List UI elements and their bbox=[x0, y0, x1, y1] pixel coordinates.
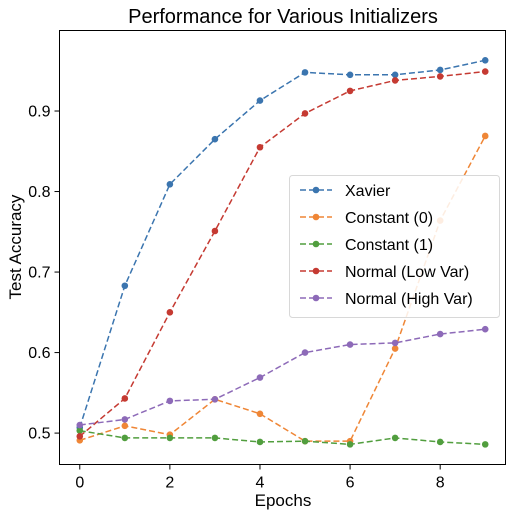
data-point bbox=[301, 437, 309, 445]
legend-box bbox=[289, 175, 500, 318]
legend-label: Normal (High Var) bbox=[345, 291, 473, 308]
legend-marker bbox=[312, 186, 320, 194]
data-point bbox=[256, 410, 264, 418]
data-point bbox=[121, 416, 129, 423]
data-point bbox=[346, 441, 354, 448]
legend-item-normal-low-var: Normal (Low Var) bbox=[300, 264, 469, 281]
series-normal-high-var bbox=[76, 325, 489, 429]
x-axis-label: Epochs bbox=[255, 491, 312, 510]
data-point bbox=[481, 325, 489, 333]
series-layer bbox=[76, 56, 489, 448]
y-tick-label: 0.7 bbox=[28, 265, 50, 282]
data-point bbox=[121, 422, 129, 430]
data-point bbox=[481, 132, 489, 140]
data-point bbox=[346, 341, 354, 348]
data-point bbox=[391, 77, 399, 84]
data-point bbox=[391, 339, 399, 347]
x-tick-label: 4 bbox=[256, 475, 265, 492]
data-point bbox=[211, 434, 219, 442]
data-point bbox=[346, 87, 354, 95]
series-line bbox=[79, 328, 486, 426]
x-tick-label: 2 bbox=[165, 475, 174, 492]
data-point bbox=[211, 227, 219, 235]
y-tick-label: 0.8 bbox=[28, 184, 50, 201]
x-tick-label: 6 bbox=[346, 475, 355, 492]
data-point bbox=[76, 421, 84, 429]
data-point bbox=[166, 309, 174, 316]
legend-item-constant-1: Constant (1) bbox=[300, 237, 433, 254]
series-constant-1 bbox=[76, 427, 489, 448]
legend-item-normal-high-var: Normal (High Var) bbox=[300, 291, 473, 308]
data-point bbox=[391, 434, 399, 442]
data-point bbox=[391, 345, 399, 352]
legend-label: Constant (0) bbox=[345, 210, 433, 227]
y-axis-label: Test Accuracy bbox=[6, 194, 25, 299]
data-point bbox=[166, 434, 174, 442]
y-tick-label: 0.9 bbox=[28, 104, 50, 121]
x-tick-label: 8 bbox=[436, 475, 445, 492]
data-point bbox=[256, 438, 264, 446]
data-point bbox=[256, 97, 264, 104]
data-point bbox=[166, 397, 174, 405]
legend-marker bbox=[312, 267, 320, 275]
data-point bbox=[301, 349, 309, 356]
data-point bbox=[121, 282, 129, 290]
data-point bbox=[436, 73, 444, 80]
legend: Xavier Constant (0) Constant (1) Normal (Lo… bbox=[289, 175, 500, 318]
data-point bbox=[346, 71, 354, 79]
data-point bbox=[481, 56, 489, 64]
legend-label: Constant (1) bbox=[345, 237, 433, 254]
legend-marker bbox=[312, 240, 320, 248]
series-line bbox=[79, 59, 486, 428]
data-point bbox=[121, 434, 129, 442]
data-point bbox=[391, 71, 399, 79]
data-point bbox=[211, 395, 219, 403]
x-axis-ticks: 0 2 4 6 8 bbox=[75, 464, 445, 492]
data-point bbox=[301, 110, 309, 117]
chart-title: Performance for Various Initializers bbox=[128, 6, 438, 28]
data-point bbox=[166, 180, 174, 188]
data-point bbox=[211, 135, 219, 143]
series-line bbox=[79, 70, 486, 437]
legend-marker bbox=[312, 213, 320, 221]
legend-marker bbox=[312, 294, 320, 302]
y-tick-label: 0.5 bbox=[28, 426, 50, 443]
x-tick-label: 0 bbox=[75, 475, 84, 492]
legend-label: Normal (Low Var) bbox=[345, 264, 469, 281]
data-point bbox=[481, 68, 489, 75]
series-line bbox=[79, 429, 486, 446]
data-point bbox=[436, 438, 444, 446]
legend-item-constant-0: Constant (0) bbox=[300, 210, 433, 227]
series-normal-low-var bbox=[76, 68, 489, 440]
data-point bbox=[256, 143, 264, 151]
data-point bbox=[481, 441, 489, 448]
y-axis-ticks: 0.5 0.6 0.7 0.8 0.9 bbox=[28, 104, 60, 443]
data-point bbox=[436, 330, 444, 338]
legend-item-xavier: Xavier bbox=[300, 183, 391, 200]
data-point bbox=[121, 395, 129, 402]
series-xavier bbox=[76, 56, 489, 431]
data-point bbox=[76, 427, 84, 434]
legend-label: Xavier bbox=[345, 183, 391, 200]
data-point bbox=[301, 69, 309, 76]
data-point bbox=[76, 433, 84, 440]
data-point bbox=[436, 66, 444, 74]
data-point bbox=[256, 374, 264, 381]
y-tick-label: 0.6 bbox=[28, 345, 50, 362]
